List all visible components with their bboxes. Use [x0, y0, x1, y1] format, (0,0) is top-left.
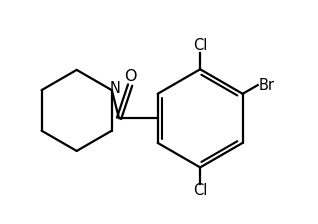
Text: Cl: Cl [193, 38, 207, 53]
Text: Cl: Cl [193, 183, 207, 198]
Text: O: O [124, 69, 136, 84]
Text: N: N [109, 81, 121, 96]
Text: Br: Br [259, 78, 275, 93]
